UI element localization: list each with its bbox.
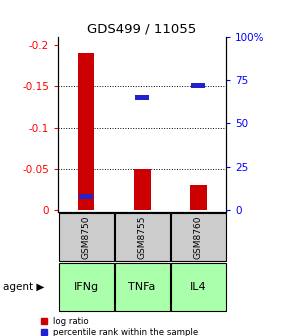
Text: IFNg: IFNg — [73, 282, 99, 292]
Bar — [79, 194, 93, 199]
Bar — [135, 95, 149, 100]
Legend: log ratio, percentile rank within the sample: log ratio, percentile rank within the sa… — [41, 317, 199, 336]
Text: IL4: IL4 — [190, 282, 206, 292]
Bar — [191, 83, 205, 88]
Text: GSM8760: GSM8760 — [194, 215, 203, 259]
Text: GSM8750: GSM8750 — [81, 215, 90, 259]
Bar — [190, 185, 206, 210]
FancyBboxPatch shape — [115, 263, 170, 311]
FancyBboxPatch shape — [59, 213, 113, 261]
FancyBboxPatch shape — [171, 263, 226, 311]
FancyBboxPatch shape — [171, 213, 226, 261]
Bar — [134, 169, 151, 210]
Text: TNFa: TNFa — [128, 282, 156, 292]
FancyBboxPatch shape — [115, 213, 170, 261]
FancyBboxPatch shape — [59, 263, 113, 311]
Text: agent ▶: agent ▶ — [3, 282, 44, 292]
Bar — [78, 53, 95, 210]
Title: GDS499 / 11055: GDS499 / 11055 — [88, 23, 197, 36]
Text: GSM8755: GSM8755 — [137, 215, 147, 259]
